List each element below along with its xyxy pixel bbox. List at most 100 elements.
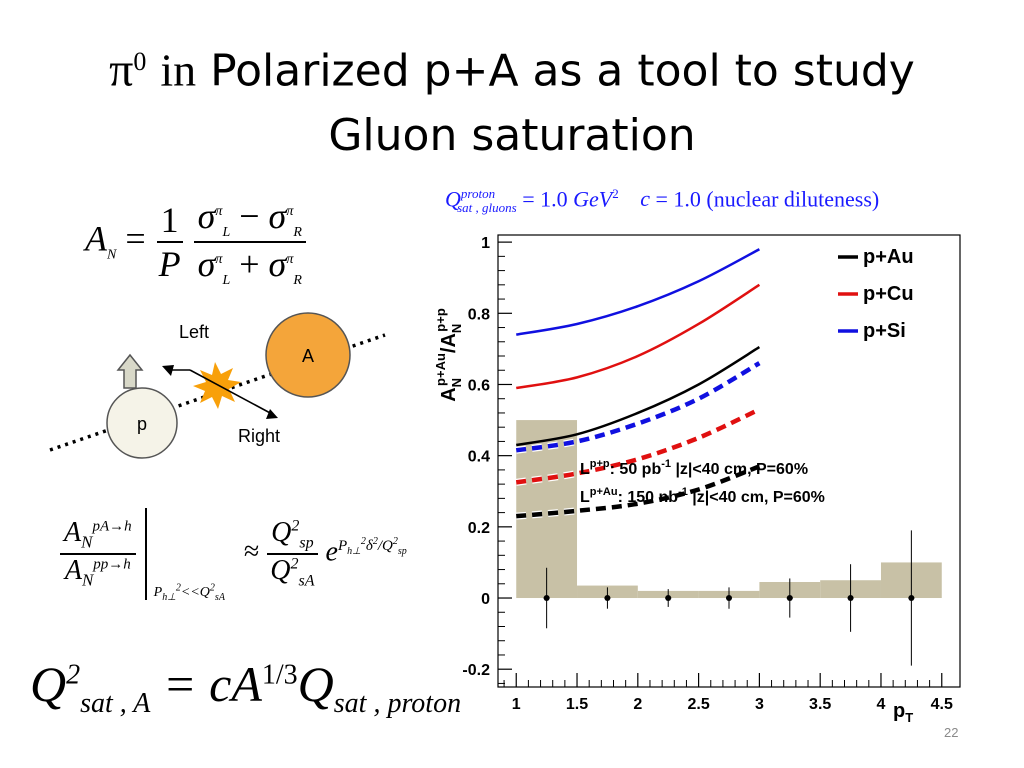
y-axis-label: ANp+Au/ANp+p bbox=[433, 308, 464, 402]
luminosity-annotation-1: Lp+Au: 150 nb-1 |z|<40 cm, P=60% bbox=[580, 486, 825, 506]
q-fraction: Q2sp Q2sA bbox=[266, 517, 318, 590]
q-top-sq: 2 bbox=[291, 518, 300, 536]
an-subscript: N bbox=[107, 247, 117, 263]
note-gev: GeV bbox=[573, 186, 613, 212]
ratio-n-bottom: N bbox=[81, 570, 94, 590]
x-tick-label: 1 bbox=[512, 696, 521, 713]
solid-curve-p+Au bbox=[516, 346, 761, 447]
title-line-2: Gluon saturation bbox=[328, 109, 696, 161]
minus-sign: − bbox=[239, 196, 260, 236]
sigma-r: σ bbox=[268, 244, 287, 285]
exp-delta: δ bbox=[365, 538, 373, 555]
exp-sq: 2 bbox=[360, 536, 366, 548]
asymmetry-ratio-chart: -0.200.20.40.60.811 1.5 2 2.5 3 3.5 4 4.5 p+Aup… bbox=[433, 234, 961, 725]
legend-label-p+Cu: p+Cu bbox=[863, 283, 914, 305]
data-point-0 bbox=[543, 595, 550, 602]
exp-p: P bbox=[337, 538, 348, 555]
spin-arrow-icon bbox=[116, 353, 144, 389]
x-tick-label: 4 bbox=[877, 696, 886, 713]
luminosity-annotations: Lp+p: 50 pb-1 |z|<40 cm, P=60%Lp+Au: 150… bbox=[580, 458, 825, 506]
pi-sup: π bbox=[215, 252, 223, 268]
annotation-part: -1 bbox=[661, 458, 671, 470]
collision-burst-icon bbox=[193, 362, 241, 409]
qsat-sup: 2 bbox=[66, 659, 81, 691]
right-arrowhead-icon bbox=[266, 409, 278, 419]
data-point-6 bbox=[908, 595, 915, 602]
equals-sign: = bbox=[125, 218, 146, 259]
r-sub: R bbox=[293, 273, 302, 289]
slide-number: 22 bbox=[944, 725, 959, 740]
ylabel-pau: p+Au bbox=[433, 353, 448, 386]
y-tick-label: 0.4 bbox=[468, 449, 490, 466]
proton-circle bbox=[106, 387, 178, 459]
ylabel-slash: /A bbox=[438, 333, 460, 353]
ylabel-a: A bbox=[438, 387, 460, 401]
left-arrowhead-icon bbox=[162, 365, 174, 376]
cond-sub2: sA bbox=[214, 592, 225, 604]
sigma-l: σ bbox=[197, 244, 216, 285]
sigma-fraction: σπL − σπR σπL + σπR bbox=[193, 195, 306, 289]
ratio-numerator: ANpA→h bbox=[60, 517, 136, 555]
annotation-part: : 150 nb bbox=[618, 489, 679, 506]
y-tick-label: 1 bbox=[481, 235, 490, 252]
annotation-part: -1 bbox=[678, 486, 688, 498]
data-points bbox=[543, 530, 915, 666]
y-tick-label: 0.2 bbox=[468, 520, 490, 537]
pi-sup: π bbox=[286, 252, 294, 268]
data-point-4 bbox=[786, 595, 793, 602]
nucleus-label: A bbox=[302, 346, 314, 366]
evaluation-condition: Ph⊥2<<Q2sA bbox=[154, 582, 225, 604]
dashed-curve-p+Cu bbox=[515, 407, 761, 485]
parameter-note: Qprotonsat , gluons = 1.0 GeV2 c = 1.0 (… bbox=[445, 186, 879, 216]
ratio-pa-sup: pA→h bbox=[92, 519, 132, 536]
ratio-a-bottom: A bbox=[64, 555, 82, 586]
evaluation-bar bbox=[144, 508, 147, 600]
right-label: Right bbox=[238, 426, 280, 446]
q-numerator: Q2sp bbox=[267, 517, 318, 555]
ratio-a-top: A bbox=[64, 517, 82, 549]
plot-frame bbox=[497, 234, 961, 688]
q-bottom-sq: 2 bbox=[290, 555, 299, 573]
title-line-1-text: Polarized p+A as a tool to study bbox=[210, 45, 915, 97]
ylabel-n: N bbox=[449, 378, 464, 387]
qsat-rhs-sub: sat , proton bbox=[333, 688, 462, 719]
dashed-curve-p+Au bbox=[516, 464, 761, 519]
q-top: Q bbox=[271, 517, 292, 549]
exponential-e: e bbox=[325, 536, 338, 568]
ylabel-n2: N bbox=[449, 324, 464, 333]
note-eq1: = 1.0 bbox=[516, 186, 574, 212]
data-point-3 bbox=[726, 595, 732, 602]
legend-label-p+Au: p+Au bbox=[863, 246, 914, 268]
annotation-part: p+p bbox=[590, 458, 610, 470]
qsat-sub: sat , A bbox=[80, 688, 151, 719]
y-tick-label: 0.6 bbox=[468, 377, 490, 394]
x-tick-label: 1.5 bbox=[566, 696, 588, 713]
collision-diagram: A p Left Right bbox=[49, 312, 386, 459]
approx-sign: ≈ bbox=[243, 536, 260, 568]
annotation-part: p+Au bbox=[590, 486, 618, 498]
note-c: c bbox=[640, 186, 650, 212]
y-tick-label: 0 bbox=[481, 591, 490, 608]
ylabel-pp: p+p bbox=[433, 308, 448, 332]
ratio-pp-sup: pp→h bbox=[93, 556, 131, 573]
note-eq2: = 1.0 (nuclear diluteness) bbox=[649, 186, 880, 212]
qsat-rhs: = cA bbox=[162, 656, 262, 712]
y-tick-label: 0.8 bbox=[468, 306, 490, 323]
cond-sub: h⊥ bbox=[162, 592, 176, 604]
cond-sq: 2 bbox=[209, 582, 215, 594]
xlabel-p: p bbox=[893, 700, 905, 722]
note-q-sup: proton bbox=[460, 186, 496, 201]
l-sub: L bbox=[222, 273, 231, 289]
pi-sup: π bbox=[215, 204, 223, 219]
x-axis-label: pT bbox=[893, 700, 913, 725]
title-pi-superscript: 0 bbox=[133, 47, 147, 76]
ratio-fraction: ANpA→h ANpp→h bbox=[60, 517, 136, 590]
cond-sup: 2 bbox=[175, 582, 181, 594]
qsat-q: Q bbox=[30, 656, 67, 712]
qsat-rhs-q: Q bbox=[297, 656, 334, 712]
exp-sub: h⊥ bbox=[347, 546, 361, 558]
x-tick-label: 3 bbox=[755, 696, 764, 713]
solid-curve-p+Cu bbox=[516, 283, 761, 390]
an-symbol: A bbox=[85, 218, 107, 259]
ratio-n-top: N bbox=[81, 533, 93, 552]
